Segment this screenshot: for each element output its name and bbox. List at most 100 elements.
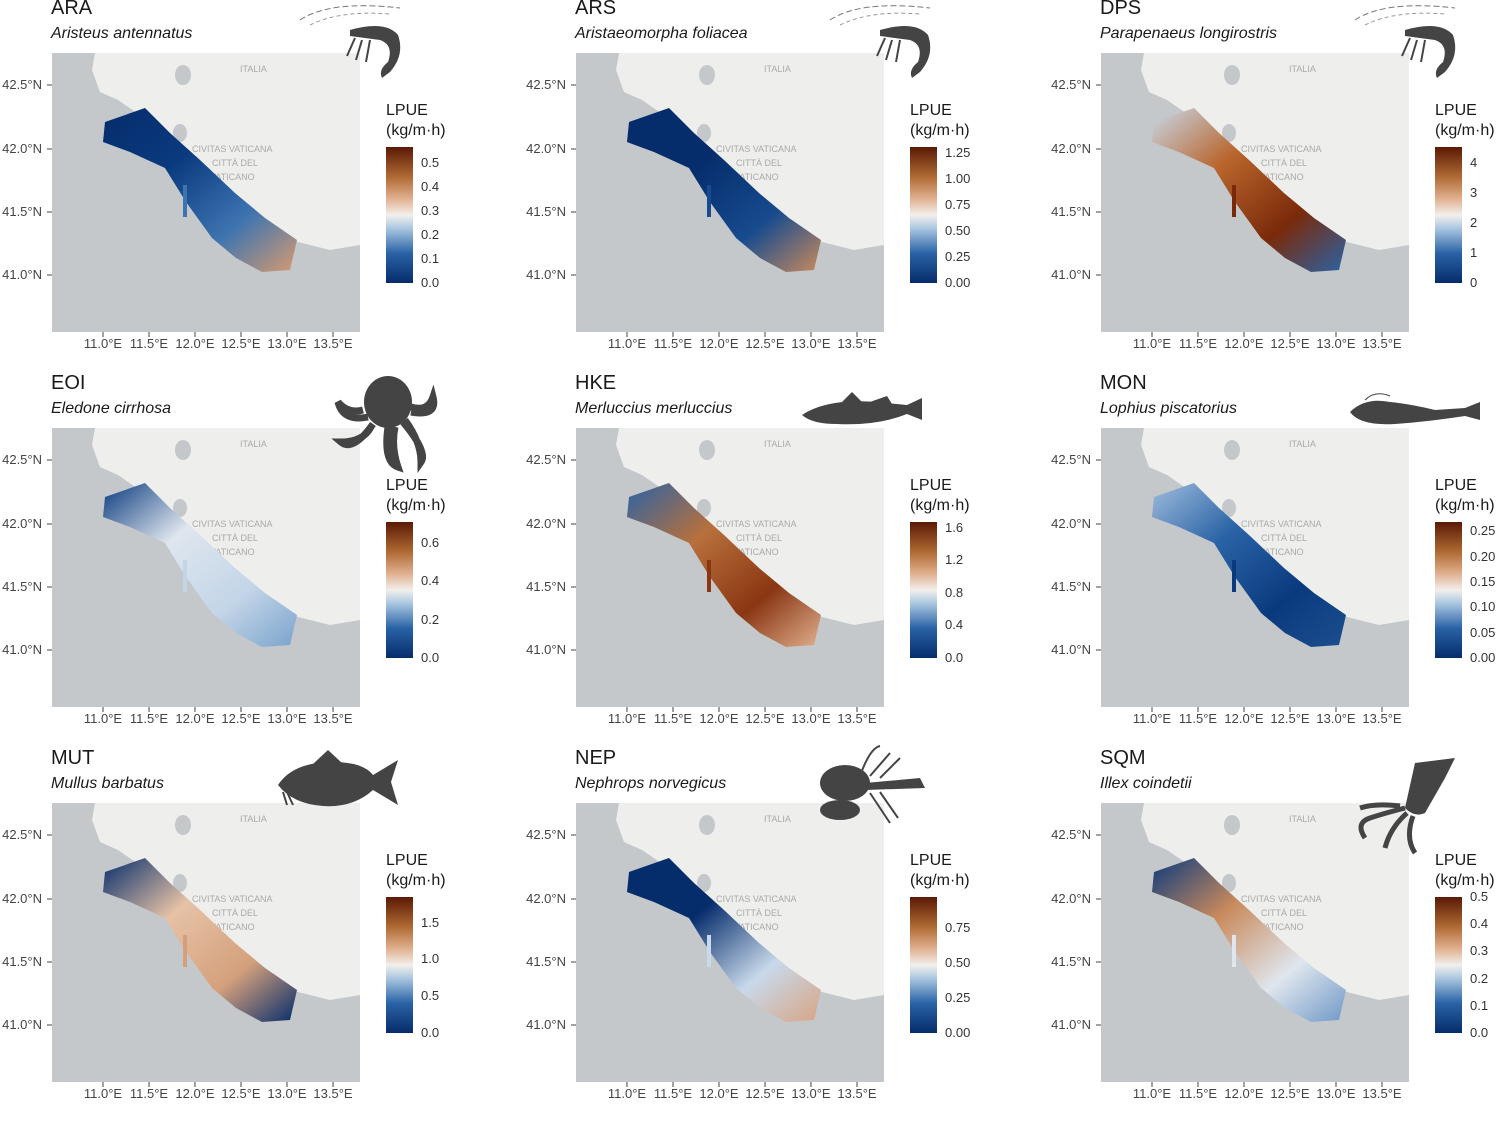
lon-label: 12.0°E: [1224, 711, 1264, 726]
land-area: [616, 53, 884, 250]
lake-bracciano: [1222, 874, 1236, 892]
legend-tick-label: 0.75: [945, 919, 971, 935]
lon-label: 12.0°E: [1224, 336, 1264, 351]
squid-icon: [1345, 758, 1460, 863]
land-area: [616, 428, 884, 625]
species-name: Parapenaeus longirostris: [1100, 25, 1277, 42]
species-code: EOI: [51, 372, 86, 394]
lat-label: 42.0°N: [1051, 891, 1091, 906]
lake-bracciano: [173, 874, 187, 892]
map-label-civitas: CIVITAS VATICANA: [1241, 519, 1322, 529]
lat-label: 41.0°N: [1051, 1017, 1091, 1032]
lat-label: 42.0°N: [2, 891, 42, 906]
map-label-vaticano: VATICANO: [734, 547, 779, 557]
legend-title-line2: (kg/m·h): [910, 497, 970, 514]
legend-tick-label: 0.15: [1470, 573, 1496, 589]
map-label-civitas: CIVITAS VATICANA: [716, 144, 797, 154]
lon-label: 11.0°E: [1132, 1086, 1172, 1101]
map-label-vaticano: VATICANO: [734, 172, 779, 182]
species-name: Lophius piscatorius: [1100, 400, 1237, 417]
legend-title-line1: LPUE: [910, 852, 952, 869]
lon-label: 13.5°E: [837, 336, 877, 351]
lat-label: 42.5°N: [526, 452, 566, 467]
legend-tick-label: 0.4: [945, 617, 964, 633]
legend-tick-label: 1: [1470, 244, 1478, 260]
lat-label: 41.0°N: [1051, 267, 1091, 282]
legend-tick-label: 0.3: [421, 203, 440, 219]
land-area: [92, 428, 360, 625]
lon-label: 11.0°E: [607, 336, 647, 351]
lat-label: 42.5°N: [2, 77, 42, 92]
lon-label: 11.5°E: [653, 1086, 693, 1101]
hake-icon: [797, 390, 937, 437]
species-name: Illex coindetii: [1100, 775, 1192, 792]
legend-title: LPUE (kg/m·h): [1435, 851, 1495, 891]
legend-colorbar: [386, 147, 413, 283]
legend-tick-label: 0.0: [1470, 1025, 1489, 1040]
anglerfish-icon: [1345, 392, 1485, 437]
map-label-vaticano: VATICANO: [1259, 547, 1304, 557]
legend-tick-label: 1.0: [421, 951, 440, 967]
map-label-civitas: CIVITAS VATICANA: [192, 144, 273, 154]
legend-tick-label: 0.5: [421, 988, 440, 1004]
lon-label: 11.0°E: [83, 336, 123, 351]
map-plot: ITALIA CIVITAS VATICANA CITTÀ DEL VATICA…: [571, 428, 884, 712]
land-area: [1141, 803, 1409, 1000]
legend-tick-label: 1.25: [945, 145, 971, 161]
legend-colorbar: [910, 522, 937, 658]
lpue-strip: [1152, 108, 1346, 272]
map-label-vaticano: VATICANO: [210, 172, 255, 182]
legend-tick-label: 1.00: [945, 171, 971, 187]
legend-tick-label: 2: [1470, 214, 1478, 230]
legend-tick-label: 3: [1470, 184, 1478, 200]
legend-title: LPUE (kg/m·h): [386, 101, 446, 141]
lon-label: 11.5°E: [1178, 711, 1218, 726]
shrimp-icon: [290, 0, 410, 85]
lon-label: 12.0°E: [1224, 1086, 1264, 1101]
lon-label: 11.0°E: [1132, 711, 1172, 726]
lon-label: 11.5°E: [129, 336, 169, 351]
lpue-island-patch: [183, 560, 187, 592]
lpue-island-patch: [183, 935, 187, 967]
legend-title: LPUE (kg/m·h): [1435, 101, 1495, 141]
lat-label: 41.5°N: [1051, 204, 1091, 219]
map-panel-nep: NEP Nephrops norvegicus ITALIA CIVITAS VA…: [524, 747, 1048, 1125]
map-label-citta: CITTÀ DEL: [1261, 533, 1307, 543]
legend-title-line2: (kg/m·h): [910, 122, 970, 139]
map-label-civitas: CIVITAS VATICANA: [192, 519, 273, 529]
lon-label: 13.0°E: [1316, 336, 1356, 351]
lon-label: 13.5°E: [1362, 1086, 1402, 1101]
legend-title-line2: (kg/m·h): [1435, 497, 1495, 514]
lon-label: 12.5°E: [1270, 1086, 1310, 1101]
legend-tick-label: 0.20: [1470, 548, 1496, 564]
lpue-island-patch: [1232, 935, 1236, 967]
shrimp-icon: [1345, 0, 1465, 85]
legend-tick-label: 0.00: [945, 275, 971, 290]
lake-bolsena: [699, 815, 715, 835]
legend-colorbar: [1435, 147, 1462, 283]
map-plot: ITALIA CIVITAS VATICANA CITTÀ DEL VATICA…: [571, 803, 884, 1087]
species-name: Nephrops norvegicus: [575, 775, 727, 792]
legend-tick-label: 0.4: [421, 573, 440, 589]
legend-tick-label: 0.0: [421, 1025, 440, 1040]
legend-tick-label: 0.25: [945, 989, 971, 1005]
legend-title-line2: (kg/m·h): [386, 497, 446, 514]
lake-bolsena: [1224, 440, 1240, 460]
map-label-citta: CITTÀ DEL: [1261, 908, 1307, 918]
legend-tick-label: 0.0: [945, 650, 964, 665]
lat-label: 42.0°N: [1051, 516, 1091, 531]
legend-tick-label: 0.2: [421, 227, 440, 243]
legend-tick-label: 0.2: [421, 611, 440, 627]
map-label-italia: ITALIA: [764, 64, 791, 74]
legend-title-line1: LPUE: [386, 852, 428, 869]
lon-label: 13.0°E: [791, 336, 831, 351]
lat-label: 41.5°N: [526, 204, 566, 219]
lon-label: 11.0°E: [1132, 336, 1172, 351]
map-label-italia: ITALIA: [1289, 814, 1316, 824]
map-label-civitas: CIVITAS VATICANA: [716, 519, 797, 529]
species-name: Merluccius merluccius: [575, 400, 733, 417]
lat-label: 42.0°N: [2, 516, 42, 531]
lon-label: 11.0°E: [83, 1086, 123, 1101]
lon-label: 13.5°E: [313, 711, 353, 726]
lat-label: 41.0°N: [2, 642, 42, 657]
